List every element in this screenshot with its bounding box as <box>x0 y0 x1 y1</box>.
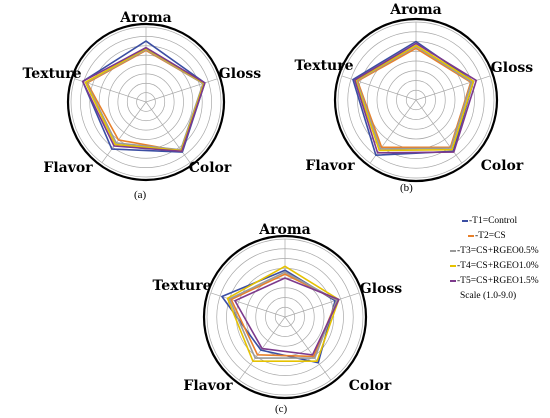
spoke-gloss <box>284 292 360 318</box>
legend: -T1=Control -T2=CS -T3=CS+RGEO0.5% -T4=CS+R… <box>446 214 550 304</box>
legend-item-t3: -T3=CS+RGEO0.5% <box>446 244 550 259</box>
radar-chart-1: Aroma Gloss Color Flavor Texture (a) <box>23 10 262 201</box>
series-t2-polygon <box>356 47 472 149</box>
panel-label: (a) <box>134 189 147 201</box>
axis-label-color: Color <box>349 378 392 394</box>
spoke-flavor <box>101 101 147 163</box>
series-t4-polygon <box>226 265 340 362</box>
spoke-gloss <box>145 78 218 103</box>
legend-label: -T3=CS+RGEO0.5% <box>457 246 539 256</box>
axis-label-aroma: Aroma <box>258 222 310 238</box>
axis-label-texture: Texture <box>23 66 82 82</box>
legend-item-t4: -T4=CS+RGEO1.0% <box>446 259 550 274</box>
axis-label-gloss: Gloss <box>219 66 261 82</box>
legend-label: -T2=CS <box>475 231 506 241</box>
axis-label-texture: Texture <box>295 58 354 74</box>
axis-label-texture: Texture <box>153 278 212 294</box>
outer-ring <box>333 17 499 183</box>
series-t4-polygon <box>354 44 475 152</box>
series-t4-polygon <box>84 47 205 152</box>
spoke-gloss <box>415 75 491 101</box>
series-t5-polygon <box>353 42 478 154</box>
axis-label-flavor: Flavor <box>43 160 93 176</box>
series-t5-polygon <box>81 46 206 153</box>
axis-label-flavor: Flavor <box>183 378 233 394</box>
legend-label: -T1=Control <box>469 216 518 226</box>
panel-label: (b) <box>400 182 413 194</box>
series-t5-polygon <box>234 277 340 356</box>
panel-label: (c) <box>275 403 288 415</box>
radar-chart-2: Aroma Gloss Color Flavor Texture (b) <box>295 2 534 194</box>
outer-ring <box>66 22 226 182</box>
legend-swatch <box>450 279 456 282</box>
legend-swatch <box>462 219 468 222</box>
axis-label-gloss: Gloss <box>491 60 533 76</box>
axis-label-color: Color <box>481 158 524 174</box>
radar-chart-3: Aroma Gloss Color Flavor Texture (c) <box>153 222 403 415</box>
legend-scale: Scale (1.0-9.0) <box>460 291 517 301</box>
series-t1-polygon <box>81 40 206 153</box>
legend-label: -T4=CS+RGEO1.0% <box>457 261 539 271</box>
legend-swatch <box>450 264 456 267</box>
outer-ring <box>202 234 368 400</box>
axis-label-gloss: Gloss <box>360 281 402 297</box>
legend-item-t1: -T1=Control <box>446 214 550 229</box>
legend-item-t5: -T5=CS+RGEO1.5% <box>446 274 550 289</box>
axis-label-flavor: Flavor <box>305 158 355 174</box>
spoke-color <box>284 316 332 381</box>
legend-swatch <box>450 249 456 252</box>
axis-label-aroma: Aroma <box>119 10 171 26</box>
legend-label: -T5=CS+RGEO1.5% <box>457 276 539 286</box>
axis-label-color: Color <box>189 160 232 176</box>
legend-swatch <box>468 234 474 237</box>
legend-item-t2: -T2=CS <box>446 229 550 244</box>
axis-label-aroma: Aroma <box>389 2 441 18</box>
